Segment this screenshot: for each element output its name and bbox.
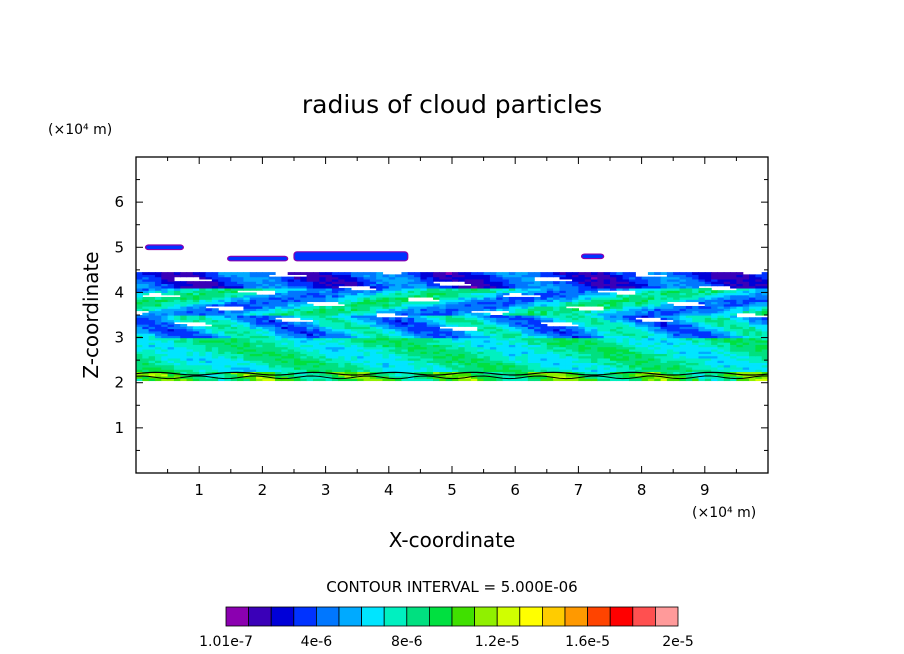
- colorbar-swatch: [270, 606, 295, 627]
- colorbar-swatch: [293, 606, 317, 627]
- y-tick-label: 6: [114, 193, 124, 211]
- colorbar-swatch: [248, 606, 272, 627]
- colorbar-swatch: [632, 606, 656, 627]
- colorbar: [225, 606, 679, 627]
- colorbar-label: 2e-5: [662, 634, 693, 650]
- cloud-patch: [580, 253, 605, 260]
- contour-interval-text: CONTOUR INTERVAL = 5.000E-06: [326, 578, 577, 596]
- y-tick-label: 1: [114, 419, 124, 437]
- colorbar-swatch: [609, 606, 634, 627]
- y-axis-label: Z-coordinate: [79, 251, 103, 378]
- colorbar-swatch: [338, 606, 363, 627]
- x-tick-label: 9: [700, 481, 710, 499]
- colorbar-swatch: [406, 606, 430, 627]
- cloud-patch: [144, 244, 184, 251]
- colorbar-swatch: [474, 606, 498, 627]
- x-tick-label: 2: [258, 481, 268, 499]
- chart-title: radius of cloud particles: [302, 90, 602, 119]
- cloud-patch: [227, 255, 289, 262]
- colorbar-swatch: [496, 606, 521, 627]
- contour-line: [136, 375, 768, 380]
- y-tick-label: 5: [114, 238, 124, 256]
- x-tick-label: 6: [510, 481, 520, 499]
- cloud-patch: [293, 251, 409, 262]
- colorbar-label: 8e-6: [391, 634, 423, 650]
- colorbar-label: 4e-6: [301, 634, 333, 650]
- colorbar-label: 1.2e-5: [475, 634, 520, 650]
- colorbar-label: 1.6e-5: [565, 634, 610, 650]
- cloud-field: [136, 244, 768, 382]
- x-tick-label: 3: [321, 481, 331, 499]
- x-tick-label: 8: [637, 481, 647, 499]
- colorbar-swatch: [361, 606, 385, 627]
- x-tick-label: 1: [194, 481, 204, 499]
- colorbar-swatch: [564, 606, 589, 627]
- axis-ticks: 1 2 3 4 5 6 7 8 9 1 2 3 4 5 6: [114, 157, 768, 499]
- colorbar-swatch: [542, 606, 566, 627]
- colorbar-swatch: [587, 606, 611, 627]
- colorbar-label: 1.01e-7: [199, 634, 253, 650]
- y-tick-label: 2: [114, 374, 124, 392]
- y-tick-label: 3: [114, 329, 124, 347]
- y-unit-label: (×10⁴ m): [48, 122, 112, 138]
- contour-line: [136, 371, 768, 376]
- colorbar-swatch: [519, 606, 543, 627]
- x-tick-label: 5: [447, 481, 457, 499]
- x-unit-label: (×10⁴ m): [692, 505, 756, 521]
- x-tick-label: 4: [384, 481, 394, 499]
- colorbar-swatch: [451, 606, 476, 627]
- colorbar-labels: 1.01e-7 4e-6 8e-6 1.2e-5 1.6e-5 2e-5: [199, 634, 694, 650]
- colorbar-swatch: [383, 606, 408, 627]
- colorbar-swatch: [428, 606, 453, 627]
- colorbar-swatch: [225, 606, 250, 627]
- colorbar-swatch: [655, 606, 679, 627]
- x-axis-label: X-coordinate: [389, 528, 516, 552]
- x-tick-label: 7: [574, 481, 584, 499]
- colorbar-swatch: [315, 606, 340, 627]
- y-tick-label: 4: [114, 283, 124, 301]
